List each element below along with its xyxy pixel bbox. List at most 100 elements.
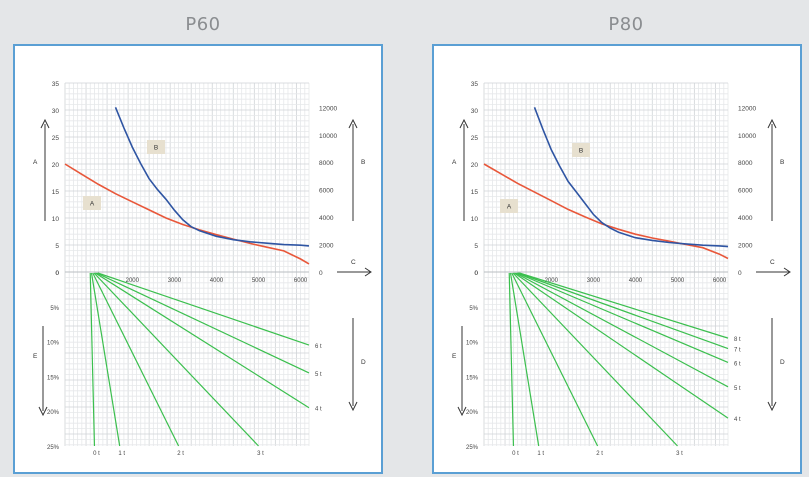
right-axis-label: B xyxy=(780,159,784,166)
y-right-tick-label: 2000 xyxy=(738,243,753,250)
fan-line-label: 3 t xyxy=(676,451,683,457)
bottom-y-tick-label: 15% xyxy=(466,375,479,381)
fan-line-label: 1 t xyxy=(118,451,125,457)
chart-panel-p80: 0 5 10 15 20 25 30 35 0 2000 4000 6000 8000 10000 1200… xyxy=(432,44,802,474)
bottom-right-arrowhead xyxy=(348,401,358,412)
right-axis-arrowhead xyxy=(348,118,358,129)
bottom-y-tick-label: 10% xyxy=(466,341,479,347)
y-right-tick-label: 0 xyxy=(738,270,742,277)
panel-title-p80: P80 xyxy=(608,14,644,35)
fan-line xyxy=(94,272,310,409)
x-tick-label: 5000 xyxy=(252,278,266,284)
y-right-tick-label: 12000 xyxy=(319,105,337,112)
x-tick-label: 4000 xyxy=(629,278,643,284)
y-left-tick-label: 25 xyxy=(52,135,60,142)
panel-title-p60: P60 xyxy=(185,14,221,35)
y-right-tick-label: 6000 xyxy=(319,188,334,195)
fan-line xyxy=(89,272,96,447)
y-left-tick-label: 20 xyxy=(471,162,479,169)
fan-line-label: 8 t xyxy=(734,337,741,343)
bottom-y-tick-label: 5% xyxy=(50,306,59,312)
y-left-tick-label: 35 xyxy=(471,81,479,88)
series-line-A xyxy=(483,163,729,260)
x-tick-label: 3000 xyxy=(168,278,182,284)
right-axis-arrowhead xyxy=(767,118,777,129)
fan-line xyxy=(519,272,729,339)
bottom-y-tick-label: 25% xyxy=(47,445,60,451)
fan-line-label: 5 t xyxy=(315,372,322,378)
y-left-tick-label: 30 xyxy=(471,108,479,115)
y-left-tick-label: 5 xyxy=(474,243,478,250)
fan-line-label: 6 t xyxy=(315,344,322,350)
bottom-y-tick-label: 0 xyxy=(56,271,60,277)
bottom-left-arrowhead xyxy=(38,406,48,417)
chart-svg-p60: 0 5 10 15 20 25 30 35 0 2000 4000 6000 8000 10000 1200… xyxy=(33,81,372,457)
bottom-y-tick-label: 10% xyxy=(47,341,60,347)
y-right-tick-label: 8000 xyxy=(319,160,334,167)
chart-svg-p80: 0 5 10 15 20 25 30 35 0 2000 4000 6000 8000 10000 1200… xyxy=(452,81,791,457)
bottom-y-tick-label: 5% xyxy=(469,306,478,312)
x-axis-label: C xyxy=(351,259,356,266)
fan-line-label: 4 t xyxy=(734,417,741,423)
y-right-tick-label: 6000 xyxy=(738,188,753,195)
right-axis-label: B xyxy=(361,159,365,166)
bottom-right-arrowhead xyxy=(767,401,777,412)
fan-line xyxy=(90,272,121,447)
fan-line xyxy=(511,272,599,447)
x-axis-arrowhead xyxy=(364,267,372,277)
x-tick-label: 6000 xyxy=(713,278,727,284)
grid xyxy=(483,82,729,446)
curve-label-badge xyxy=(500,199,518,213)
x-tick-label: 2000 xyxy=(126,278,140,284)
x-axis-arrowhead xyxy=(783,267,791,277)
y-left-tick-label: 15 xyxy=(471,189,479,196)
y-left-tick-label: 0 xyxy=(55,270,59,277)
fan-line xyxy=(97,272,310,346)
x-tick-label: 2000 xyxy=(545,278,559,284)
fan-line-label: 2 t xyxy=(596,451,603,457)
bottom-left-arrowhead xyxy=(457,406,467,417)
y-right-tick-label: 0 xyxy=(319,270,323,277)
x-tick-label: 4000 xyxy=(210,278,224,284)
y-right-tick-label: 8000 xyxy=(738,160,753,167)
curve-label-badge xyxy=(83,196,101,210)
curve-label-badge xyxy=(147,140,165,154)
curve-label-A: A xyxy=(90,201,95,208)
fan-line xyxy=(93,272,259,447)
x-tick-label: 5000 xyxy=(671,278,685,284)
bottom-left-axis-label: E xyxy=(452,353,457,360)
fan-line xyxy=(513,272,729,419)
fan-line-label: 1 t xyxy=(537,451,544,457)
fan-line xyxy=(96,272,310,374)
bottom-right-axis-label: D xyxy=(361,359,366,366)
fan-line xyxy=(509,272,540,447)
curve-label-B: B xyxy=(579,148,583,155)
y-left-tick-label: 5 xyxy=(55,243,59,250)
bottom-right-axis-label: D xyxy=(780,359,785,366)
y-left-tick-label: 35 xyxy=(52,81,60,88)
series-line-B xyxy=(533,107,729,248)
bottom-y-tick-label: 0 xyxy=(475,271,479,277)
fan-line-label: 0 t xyxy=(93,451,100,457)
fan-line-label: 6 t xyxy=(734,361,741,367)
y-right-tick-label: 4000 xyxy=(738,215,753,222)
x-tick-label: 6000 xyxy=(294,278,308,284)
curve-label-A: A xyxy=(507,204,512,211)
fan-line-label: 5 t xyxy=(734,386,741,392)
curve-label-B: B xyxy=(154,145,158,152)
x-tick-label: 3000 xyxy=(587,278,601,284)
left-axis-arrowhead xyxy=(459,118,469,129)
fan-line xyxy=(92,272,180,447)
left-axis-label: A xyxy=(33,159,38,166)
y-left-tick-label: 30 xyxy=(52,108,60,115)
y-left-tick-label: 25 xyxy=(471,135,479,142)
bottom-left-axis-label: E xyxy=(33,353,38,360)
series-line-B xyxy=(114,106,310,247)
bottom-y-tick-label: 20% xyxy=(466,410,479,416)
left-axis-label: A xyxy=(452,159,457,166)
x-axis-label: C xyxy=(770,259,775,266)
curve-label-badge xyxy=(572,143,590,157)
fan-line xyxy=(517,272,729,350)
grid xyxy=(64,82,310,446)
y-left-tick-label: 20 xyxy=(52,162,60,169)
